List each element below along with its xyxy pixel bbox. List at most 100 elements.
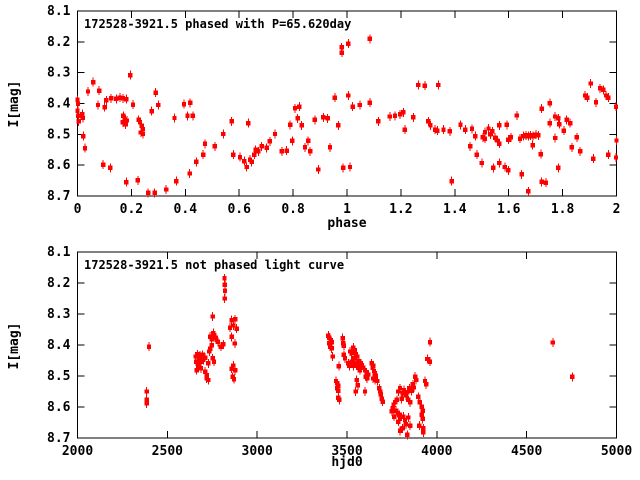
data-point-marker bbox=[569, 145, 574, 150]
bottom-plot: 2000 2500 3000 3500 4000 4500 5000 8.1 8.2 8.3 8.4… bbox=[47, 245, 632, 459]
data-point-marker bbox=[75, 108, 80, 114]
data-point-marker bbox=[209, 343, 214, 348]
data-point-marker bbox=[401, 387, 407, 393]
bottom-plot-xlabel: hjd0 bbox=[331, 455, 363, 470]
data-point-marker bbox=[349, 351, 354, 356]
data-point-marker bbox=[405, 432, 410, 438]
data-point-marker bbox=[246, 121, 251, 126]
data-point-marker bbox=[376, 119, 381, 124]
data-point-marker bbox=[252, 152, 257, 157]
y-tick-label: 8.1 bbox=[47, 4, 71, 19]
data-point-marker bbox=[190, 113, 196, 119]
data-point-marker bbox=[556, 165, 561, 171]
data-point-marker bbox=[397, 386, 403, 391]
data-point-marker bbox=[341, 340, 346, 346]
data-point-marker bbox=[406, 397, 411, 403]
data-point-marker bbox=[307, 149, 313, 154]
data-point-marker bbox=[523, 133, 529, 138]
x-tick-label: 5000 bbox=[601, 444, 632, 459]
data-point-marker bbox=[497, 160, 502, 166]
data-point-marker bbox=[354, 377, 359, 383]
data-point-marker bbox=[202, 141, 208, 147]
x-tick-label: 3500 bbox=[331, 444, 362, 459]
x-tick-label: 0.4 bbox=[174, 202, 198, 217]
data-point-marker bbox=[367, 36, 373, 41]
data-point-marker bbox=[95, 102, 101, 108]
data-point-marker bbox=[337, 397, 342, 403]
data-point-marker bbox=[417, 400, 423, 405]
data-point-marker bbox=[335, 386, 340, 391]
bottom-plot-title: 172528-3921.5 not phased light curve bbox=[84, 258, 345, 272]
data-point-marker bbox=[552, 114, 558, 119]
data-point-marker bbox=[339, 45, 344, 50]
x-tick-label: 0.6 bbox=[227, 202, 251, 217]
data-point-marker bbox=[369, 361, 374, 366]
data-point-marker bbox=[267, 139, 273, 144]
data-point-marker bbox=[574, 135, 580, 140]
data-point-marker bbox=[372, 371, 378, 376]
data-point-marker bbox=[120, 120, 125, 125]
data-point-marker bbox=[242, 158, 247, 164]
data-point-marker bbox=[351, 345, 356, 350]
data-point-marker bbox=[379, 396, 384, 402]
data-point-marker bbox=[538, 151, 543, 157]
data-point-marker bbox=[405, 390, 410, 395]
data-point-marker bbox=[123, 122, 128, 127]
data-point-marker bbox=[146, 344, 152, 349]
data-point-marker bbox=[128, 72, 133, 78]
data-point-marker bbox=[187, 100, 193, 106]
data-point-marker bbox=[400, 391, 405, 396]
data-point-marker bbox=[237, 154, 243, 160]
data-point-marker bbox=[272, 131, 278, 137]
data-point-marker bbox=[497, 123, 502, 128]
data-point-marker bbox=[530, 142, 535, 148]
data-point-marker bbox=[85, 89, 91, 94]
data-point-marker bbox=[377, 386, 382, 391]
data-point-marker bbox=[410, 382, 415, 387]
data-point-marker bbox=[346, 41, 351, 46]
data-point-marker bbox=[447, 129, 453, 134]
data-point-marker bbox=[181, 101, 187, 107]
data-point-marker bbox=[353, 389, 358, 394]
data-point-marker bbox=[206, 361, 211, 366]
data-point-marker bbox=[486, 126, 491, 131]
data-point-marker bbox=[547, 100, 553, 106]
data-point-marker bbox=[391, 414, 397, 419]
data-point-marker bbox=[330, 354, 335, 359]
data-point-marker bbox=[352, 347, 358, 353]
data-point-marker bbox=[187, 171, 192, 176]
data-point-marker bbox=[197, 353, 203, 358]
data-point-marker bbox=[506, 137, 511, 142]
x-tick-label: 2 bbox=[613, 202, 621, 217]
data-point-marker bbox=[547, 121, 553, 126]
data-point-marker bbox=[482, 129, 488, 135]
data-point-marker bbox=[144, 389, 149, 394]
data-point-marker bbox=[482, 136, 488, 141]
data-point-marker bbox=[402, 127, 408, 132]
data-point-marker bbox=[416, 82, 421, 88]
data-point-marker bbox=[81, 133, 86, 139]
data-point-marker bbox=[391, 402, 396, 408]
data-point-marker bbox=[396, 419, 401, 424]
data-point-marker bbox=[210, 314, 215, 319]
data-point-marker bbox=[346, 93, 351, 98]
data-point-marker bbox=[249, 159, 254, 164]
data-point-marker bbox=[355, 354, 360, 359]
data-point-marker bbox=[198, 359, 203, 364]
data-point-marker bbox=[412, 374, 418, 379]
data-point-marker bbox=[299, 123, 304, 128]
data-point-marker bbox=[231, 363, 236, 368]
data-point-marker bbox=[227, 325, 233, 330]
data-point-marker bbox=[495, 138, 500, 143]
data-point-marker bbox=[211, 331, 216, 336]
data-point-marker bbox=[120, 96, 126, 101]
data-point-marker bbox=[256, 149, 261, 154]
data-point-marker bbox=[421, 430, 426, 435]
data-point-marker bbox=[211, 359, 217, 364]
data-point-marker bbox=[422, 83, 428, 88]
top-plot-xlabel: phase bbox=[327, 216, 367, 231]
data-point-marker bbox=[389, 409, 395, 414]
data-point-marker bbox=[222, 276, 227, 281]
data-point-marker bbox=[234, 326, 239, 331]
